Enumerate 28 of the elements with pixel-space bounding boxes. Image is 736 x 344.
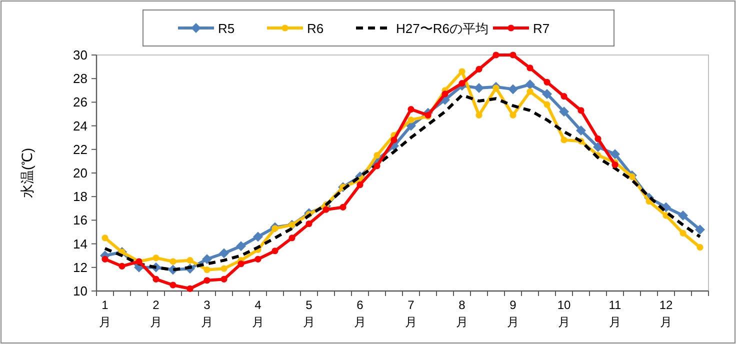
x-tick-label: 8月	[456, 298, 468, 329]
legend-label: R5	[218, 21, 235, 36]
x-tick-label: 1月	[99, 298, 111, 329]
x-tick-label: 6月	[354, 298, 366, 329]
y-tick-label: 20	[73, 166, 88, 180]
y-tick-label: 24	[73, 118, 88, 134]
x-tick-label: 10月	[557, 298, 571, 329]
x-tick-label: 9月	[507, 298, 519, 329]
legend-label: R6	[307, 21, 324, 36]
x-tick-label: 5月	[303, 298, 315, 329]
x-tick-label: 11月	[608, 298, 622, 329]
x-tick-label: 12月	[659, 298, 673, 329]
y-tick-label: 12	[73, 260, 88, 275]
y-tick-label: 28	[73, 71, 88, 86]
y-tick-label: 18	[73, 189, 88, 204]
y-tick-label: 14	[73, 236, 88, 252]
x-tick-label: 2月	[150, 298, 162, 329]
x-tick-label: 7月	[405, 298, 417, 329]
legend-label: R7	[533, 21, 550, 36]
legend-label: H27〜R6の平均	[396, 21, 488, 36]
x-tick-label: 4月	[252, 298, 264, 329]
y-tick-label: 16	[73, 212, 88, 228]
y-tick-label: 10	[73, 284, 88, 298]
x-tick-label: 3月	[201, 298, 213, 329]
y-tick-label: 22	[73, 142, 88, 157]
y-tick-label: 30	[73, 48, 88, 62]
y-tick-label: 26	[73, 94, 88, 110]
y-axis-title: 水温(℃)	[19, 148, 35, 198]
